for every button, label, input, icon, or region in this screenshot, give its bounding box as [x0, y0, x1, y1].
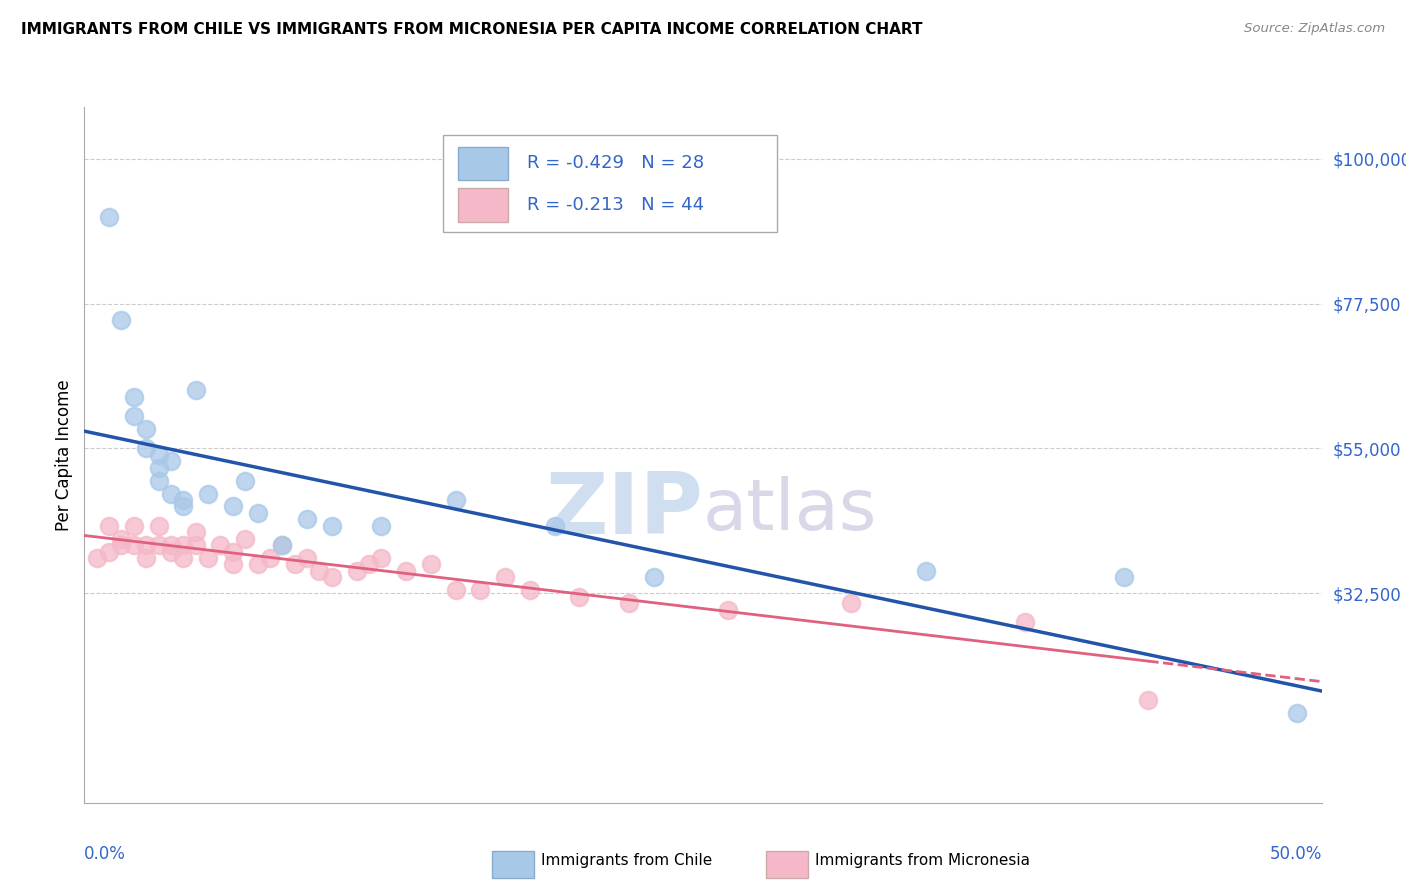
Point [295, 512, 318, 526]
Point [841, 596, 863, 610]
Text: Immigrants from Micronesia: Immigrants from Micronesia [815, 854, 1031, 868]
Point [160, 486, 183, 500]
Text: Source: ZipAtlas.com: Source: ZipAtlas.com [1244, 22, 1385, 36]
Point [122, 518, 145, 533]
Point [222, 544, 245, 558]
Point [321, 518, 343, 533]
Point [184, 525, 207, 540]
Point [110, 532, 132, 546]
Y-axis label: Per Capita Income: Per Capita Income [55, 379, 73, 531]
Point [233, 532, 256, 546]
Text: 50.0%: 50.0% [1270, 845, 1322, 863]
Text: R = -0.213   N = 44: R = -0.213 N = 44 [527, 196, 704, 214]
Point [370, 518, 392, 533]
Point [135, 442, 157, 456]
Point [346, 564, 368, 578]
Point [148, 460, 170, 475]
Point [233, 474, 256, 488]
Point [444, 583, 467, 598]
Point [135, 551, 157, 566]
Point [519, 583, 541, 598]
Point [1285, 706, 1308, 720]
Point [284, 558, 307, 572]
Point [543, 518, 565, 533]
Point [98, 210, 121, 224]
Point [914, 564, 936, 578]
Point [122, 390, 145, 404]
Point [246, 506, 269, 520]
Point [444, 493, 467, 508]
Point [197, 486, 219, 500]
Point [148, 474, 170, 488]
Point [308, 564, 330, 578]
Point [98, 544, 121, 558]
Point [357, 558, 380, 572]
Point [419, 558, 441, 572]
Point [110, 538, 132, 552]
Text: Immigrants from Chile: Immigrants from Chile [541, 854, 713, 868]
Point [643, 570, 665, 584]
Point [122, 538, 145, 552]
Point [470, 583, 492, 598]
Point [568, 590, 591, 604]
Bar [458, 188, 508, 222]
Point [160, 538, 183, 552]
Point [172, 538, 194, 552]
Point [160, 454, 183, 468]
Point [246, 558, 269, 572]
Point [86, 551, 108, 566]
Point [135, 422, 157, 436]
Point [160, 544, 183, 558]
Text: R = -0.429   N = 28: R = -0.429 N = 28 [527, 154, 704, 172]
Text: atlas: atlas [703, 476, 877, 545]
Point [148, 518, 170, 533]
Point [172, 551, 194, 566]
Text: 0.0%: 0.0% [84, 845, 127, 863]
Point [259, 551, 281, 566]
Point [295, 551, 318, 566]
Point [222, 558, 245, 572]
Point [617, 596, 640, 610]
Point [172, 500, 194, 514]
Text: IMMIGRANTS FROM CHILE VS IMMIGRANTS FROM MICRONESIA PER CAPITA INCOME CORRELATIO: IMMIGRANTS FROM CHILE VS IMMIGRANTS FROM… [21, 22, 922, 37]
Point [184, 384, 207, 398]
Point [1137, 692, 1160, 706]
Point [197, 551, 219, 566]
Point [98, 518, 121, 533]
Point [122, 409, 145, 424]
Point [148, 538, 170, 552]
Point [148, 448, 170, 462]
Point [110, 312, 132, 326]
FancyBboxPatch shape [443, 135, 778, 232]
Point [494, 570, 516, 584]
Point [395, 564, 418, 578]
Point [1112, 570, 1135, 584]
Point [370, 551, 392, 566]
Text: ZIP: ZIP [546, 469, 703, 552]
Point [1014, 615, 1036, 630]
Point [184, 538, 207, 552]
Point [271, 538, 294, 552]
Point [321, 570, 343, 584]
Bar [458, 146, 508, 180]
Point [135, 538, 157, 552]
Point [222, 500, 245, 514]
Point [271, 538, 294, 552]
Point [172, 493, 194, 508]
Point [209, 538, 232, 552]
Point [717, 602, 740, 616]
